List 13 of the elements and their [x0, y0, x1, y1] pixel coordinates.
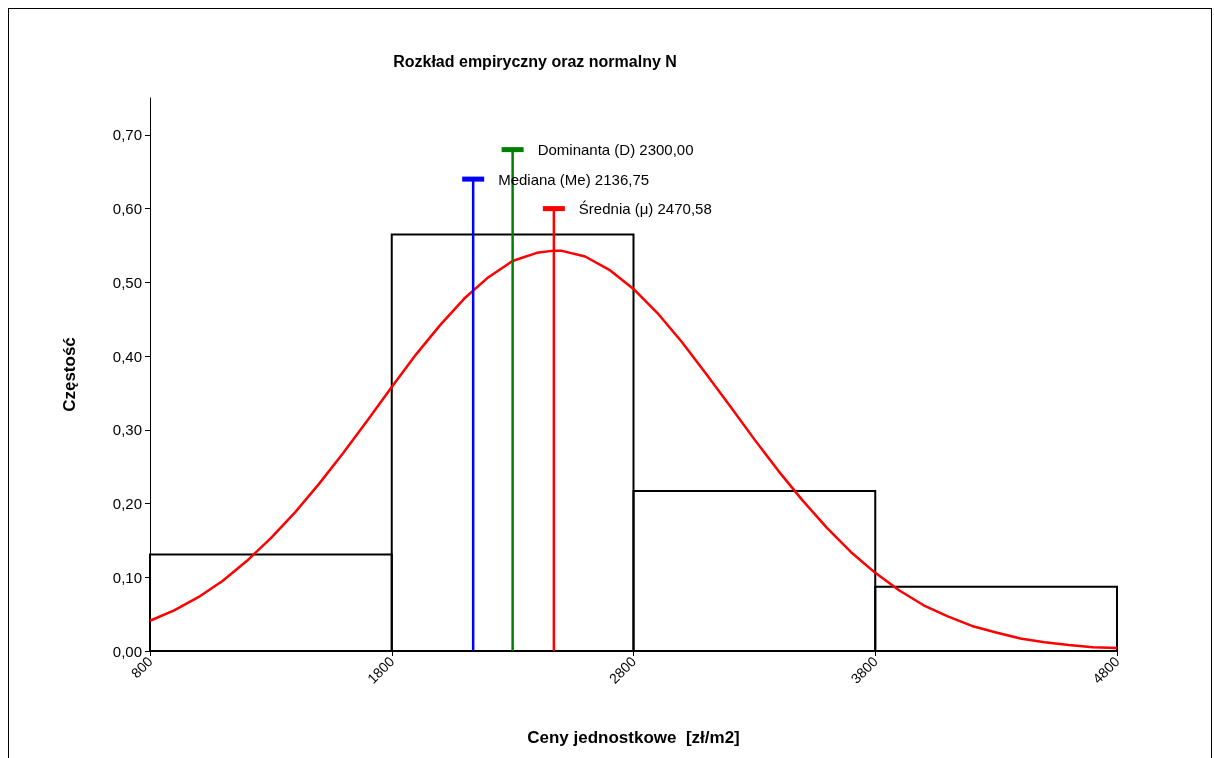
- x-axis-title: Ceny jednostkowe [zł/m2]: [527, 728, 740, 747]
- y-tick-label: 0,30: [112, 421, 142, 439]
- y-tick-label: 0,60: [112, 200, 142, 218]
- y-tick-label: 0,10: [112, 568, 142, 586]
- y-tick-label: 0,40: [112, 347, 142, 365]
- y-tick-label: 0,50: [112, 273, 142, 291]
- y-tick-label: 0,70: [112, 126, 142, 144]
- legend-label: Średnia (μ) 2470,58: [578, 200, 712, 218]
- y-tick-label: 0,20: [112, 495, 142, 513]
- y-axis-title: Częstość: [60, 337, 79, 412]
- y-tick-label: 0,00: [112, 642, 142, 660]
- legend-label: Dominanta (D) 2300,00: [537, 141, 694, 159]
- chart-title: Rozkład empiryczny oraz normalny N: [393, 52, 677, 70]
